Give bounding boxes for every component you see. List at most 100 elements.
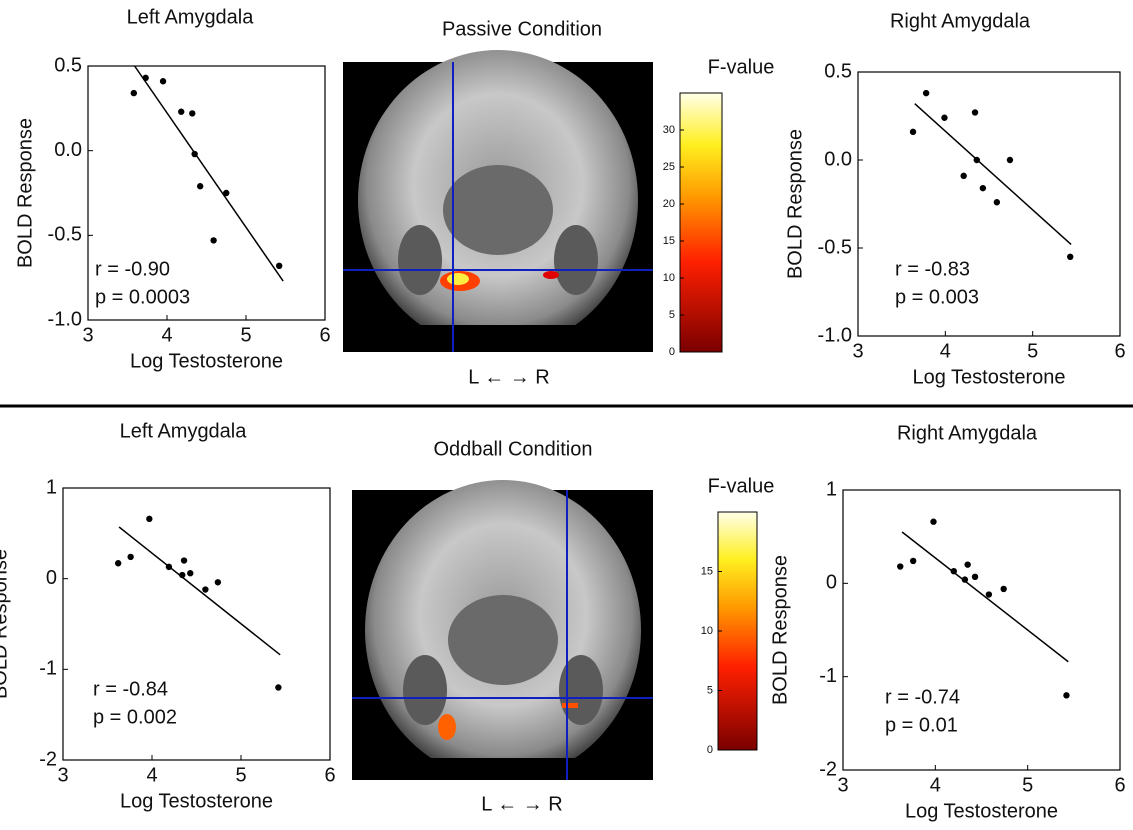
data-point xyxy=(275,684,281,690)
data-point xyxy=(115,560,121,566)
data-point xyxy=(910,558,916,564)
x-axis-label: Log Testosterone xyxy=(912,366,1065,388)
y-axis-label: BOLD Response xyxy=(0,549,11,699)
annotation: r = -0.83 xyxy=(895,258,970,280)
colorbar-tick-label: 5 xyxy=(707,684,713,696)
y-axis-label: BOLD Response xyxy=(14,118,36,268)
data-point xyxy=(178,109,184,115)
image-title: Oddball Condition xyxy=(434,438,593,460)
data-point xyxy=(276,263,282,269)
colorbar-label: F-value xyxy=(708,475,775,497)
y-axis-label: BOLD Response xyxy=(769,555,791,705)
y-tick-label: -1.0 xyxy=(818,324,852,346)
data-point xyxy=(160,78,166,84)
y-tick-label: 1 xyxy=(826,478,837,500)
figure: Left Amygdala Log Testosterone BOLD Respon… xyxy=(0,0,1133,830)
data-point xyxy=(962,576,968,582)
colorbar-tick-label: 5 xyxy=(669,309,675,321)
data-point xyxy=(941,115,947,121)
y-tick-label: 0.5 xyxy=(824,60,852,82)
y-tick-label: -0.5 xyxy=(818,236,852,258)
y-tick-label: -0.5 xyxy=(48,224,82,246)
brain-image xyxy=(352,480,653,780)
data-point xyxy=(127,554,133,560)
x-axis-label: Log Testosterone xyxy=(130,350,283,372)
x-tick-label: 4 xyxy=(940,340,951,362)
data-point xyxy=(1007,157,1013,163)
data-point xyxy=(146,516,152,522)
colorbar-label: F-value xyxy=(708,56,775,78)
data-point xyxy=(202,586,208,592)
colorbar-tick-label: 10 xyxy=(663,272,675,284)
fit-line xyxy=(135,66,284,281)
colorbar-tick-label: 15 xyxy=(701,565,713,577)
x-tick-label: 5 xyxy=(1027,340,1038,362)
x-axis-label: Log Testosterone xyxy=(120,790,273,812)
x-tick-label: 5 xyxy=(1022,774,1033,796)
x-tick-label: 4 xyxy=(146,764,157,786)
data-point xyxy=(964,561,970,567)
chart-title: Right Amygdala xyxy=(897,422,1038,444)
x-tick-label: 5 xyxy=(240,324,251,346)
x-tick-label: 3 xyxy=(82,324,93,346)
data-point xyxy=(142,75,148,81)
colorbar-tick-label: 30 xyxy=(663,124,675,136)
annotation: p = 0.002 xyxy=(93,706,177,728)
data-point xyxy=(131,90,137,96)
orientation-label: L ← → R xyxy=(481,793,563,815)
annotation: r = -0.74 xyxy=(885,686,960,708)
annotation: p = 0.0003 xyxy=(95,286,190,308)
colorbar xyxy=(718,512,757,750)
x-tick-label: 6 xyxy=(324,764,335,786)
data-point xyxy=(197,183,203,189)
data-point xyxy=(897,563,903,569)
data-point xyxy=(974,157,980,163)
data-point xyxy=(972,574,978,580)
y-tick-label: -1 xyxy=(39,658,57,680)
data-point xyxy=(994,199,1000,205)
colorbar-tick-label: 0 xyxy=(707,744,713,756)
annotation: r = -0.90 xyxy=(95,258,170,280)
chart-title: Left Amygdala xyxy=(120,420,248,442)
data-point xyxy=(215,579,221,585)
brain-image xyxy=(343,50,653,352)
y-tick-label: 0 xyxy=(46,567,57,589)
fit-line xyxy=(915,104,1071,245)
x-tick-label: 3 xyxy=(852,340,863,362)
data-point xyxy=(189,110,195,116)
y-tick-label: -1 xyxy=(819,665,837,687)
x-tick-label: 5 xyxy=(235,764,246,786)
x-tick-label: 4 xyxy=(161,324,172,346)
data-point xyxy=(972,109,978,115)
y-tick-label: 0.0 xyxy=(54,139,82,161)
y-tick-label: -2 xyxy=(39,748,57,770)
x-tick-label: 6 xyxy=(319,324,330,346)
x-tick-label: 3 xyxy=(837,774,848,796)
y-tick-label: 1 xyxy=(46,476,57,498)
data-point xyxy=(179,572,185,578)
y-tick-label: 0.0 xyxy=(824,148,852,170)
image-title: Passive Condition xyxy=(442,18,602,40)
data-point xyxy=(181,557,187,563)
data-point xyxy=(910,129,916,135)
data-point xyxy=(1067,254,1073,260)
fit-line xyxy=(902,532,1068,662)
colorbar-tick-label: 0 xyxy=(669,346,675,358)
colorbar-tick-label: 15 xyxy=(663,235,675,247)
colorbar xyxy=(680,93,722,352)
plot-frame xyxy=(88,66,325,320)
colorbar-tick-label: 20 xyxy=(663,198,675,210)
data-point xyxy=(980,185,986,191)
data-point xyxy=(187,570,193,576)
colorbar-tick-label: 25 xyxy=(663,161,675,173)
fit-line xyxy=(119,527,280,655)
orientation-label: L ← → R xyxy=(468,366,550,388)
x-tick-label: 6 xyxy=(1114,774,1125,796)
data-point xyxy=(223,190,229,196)
data-point xyxy=(951,568,957,574)
data-point xyxy=(923,90,929,96)
y-tick-label: 0 xyxy=(826,572,837,594)
annotation: p = 0.01 xyxy=(885,714,958,736)
x-tick-label: 6 xyxy=(1114,340,1125,362)
data-point xyxy=(930,519,936,525)
